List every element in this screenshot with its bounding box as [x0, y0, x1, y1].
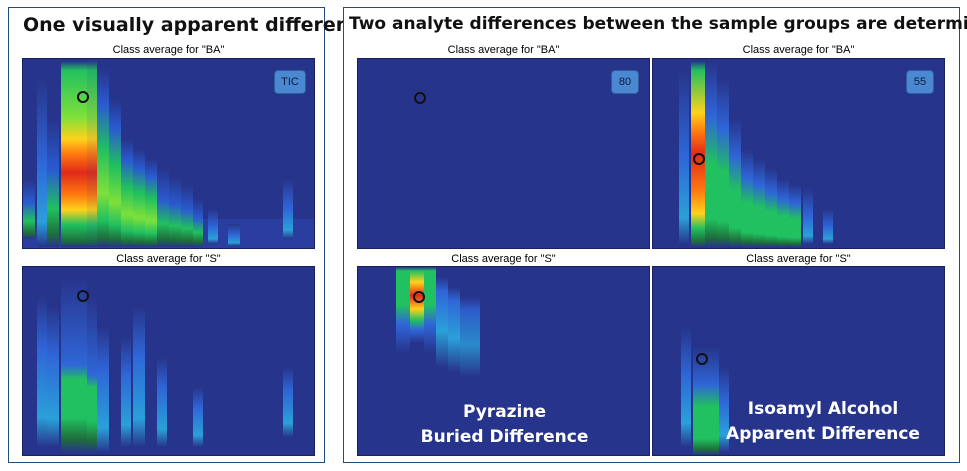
right-col2-top-class-label: Class average for "BA": [742, 44, 855, 56]
pyrazine-annotation-line2: Buried Difference: [420, 427, 589, 447]
right-col1-bottom-heatmap-svg: [358, 267, 649, 455]
left-top-marker-circle: [77, 91, 89, 103]
pyrazine-annotation: Pyrazine Buried Difference: [358, 400, 649, 450]
left-bottom-heatmap: [22, 266, 315, 456]
left-panel: One visually apparent difference Class a…: [8, 7, 373, 463]
left-top-class-label: Class average for "BA": [112, 44, 225, 56]
right-col1-bottom-class-label: Class average for "S": [451, 253, 556, 265]
left-panel-title: One visually apparent difference: [23, 14, 374, 36]
isoamyl-alcohol-annotation: Isoamyl Alcohol Apparent Difference: [723, 397, 923, 447]
left-bottom-marker-circle: [77, 290, 89, 302]
isoamyl-annotation-line2: Apparent Difference: [726, 424, 920, 444]
right-col1-top-marker-circle: [414, 92, 426, 104]
left-bottom-class-label: Class average for "S": [116, 253, 221, 265]
left-top-heatmap-svg: [23, 59, 314, 248]
pyrazine-annotation-line1: Pyrazine: [462, 402, 547, 422]
left-bottom-heatmap-svg: [23, 267, 314, 455]
right-col2-bottom-heatmap-svg: [653, 267, 944, 455]
right-col1-top-class-label: Class average for "BA": [447, 44, 560, 56]
right-col1-bottom-heatmap: Pyrazine Buried Difference: [357, 266, 650, 456]
right-col1-top-heatmap-svg: [358, 59, 649, 248]
isoamyl-annotation-line1: Isoamyl Alcohol: [747, 399, 899, 419]
right-panel-title: Two analyte differences between the samp…: [349, 14, 967, 34]
right-col2-bottom-marker-circle: [696, 353, 708, 365]
right-col2-top-heatmap: 55: [652, 58, 945, 249]
right-panel: Two analyte differences between the samp…: [343, 7, 967, 463]
left-top-badge: TIC: [274, 70, 306, 94]
right-col2-bottom-heatmap: Isoamyl Alcohol Apparent Difference: [652, 266, 945, 456]
left-top-heatmap: TIC: [22, 58, 315, 249]
right-col2-top-marker-circle: [693, 153, 705, 165]
right-col1-bottom-marker-circle: [413, 291, 425, 303]
right-col1-top-badge: 80: [611, 70, 639, 94]
right-col2-top-badge: 55: [906, 70, 934, 94]
right-col1-top-heatmap: 80: [357, 58, 650, 249]
right-col2-bottom-class-label: Class average for "S": [746, 253, 851, 265]
